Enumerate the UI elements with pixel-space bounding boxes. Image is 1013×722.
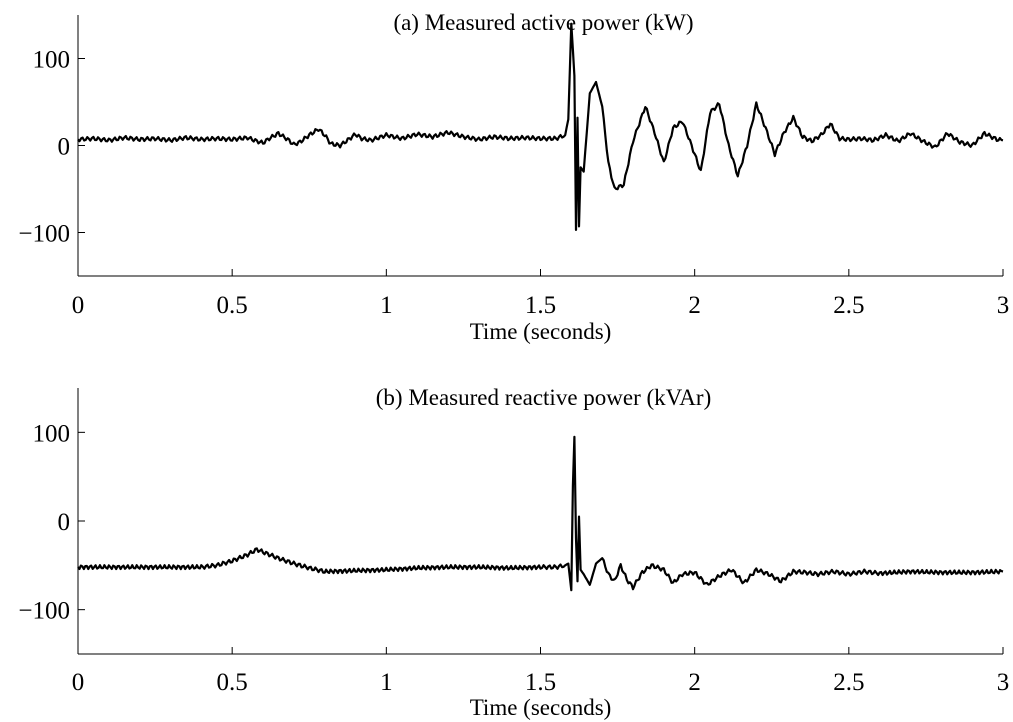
x-axis-label: Time (seconds) (470, 695, 612, 720)
x-tick-label: 3 (997, 669, 1010, 696)
x-tick-label: 1 (380, 669, 393, 696)
x-tick-label: 0 (72, 669, 85, 696)
y-tick-label: −100 (18, 221, 70, 248)
x-tick-label: 1.5 (525, 669, 556, 696)
x-tick-label: 1 (380, 292, 393, 319)
x-tick-label: 0.5 (217, 292, 248, 319)
y-tick-label: 0 (58, 509, 71, 536)
series-line (77, 435, 1004, 592)
y-tick-label: −100 (18, 598, 70, 625)
y-tick-label: 0 (58, 134, 71, 161)
series-line (77, 22, 1004, 231)
x-tick-label: 1.5 (525, 292, 556, 319)
x-tick-label: 2.5 (833, 292, 864, 319)
x-tick-label: 2 (688, 292, 701, 319)
x-axis-label: Time (seconds) (470, 319, 612, 344)
y-tick-label: 100 (33, 420, 71, 447)
chart-panel-reactive-power: (b) Measured reactive power (kVAr) 0 0.5 1 1… (18, 385, 1009, 720)
x-tick-label: 2 (688, 669, 701, 696)
y-tick-label: 100 (33, 47, 71, 74)
x-tick-label: 3 (997, 292, 1010, 319)
x-tick-label: 0 (72, 292, 85, 319)
x-tick-label: 0.5 (217, 669, 248, 696)
chart-title: (a) Measured active power (kW) (393, 10, 693, 35)
chart-panel-active-power: (a) Measured active power (kW) 0 0.5 1 1.5 2 2… (18, 10, 1009, 344)
x-tick-label: 2.5 (833, 669, 864, 696)
chart-title: (b) Measured reactive power (kVAr) (376, 385, 712, 410)
